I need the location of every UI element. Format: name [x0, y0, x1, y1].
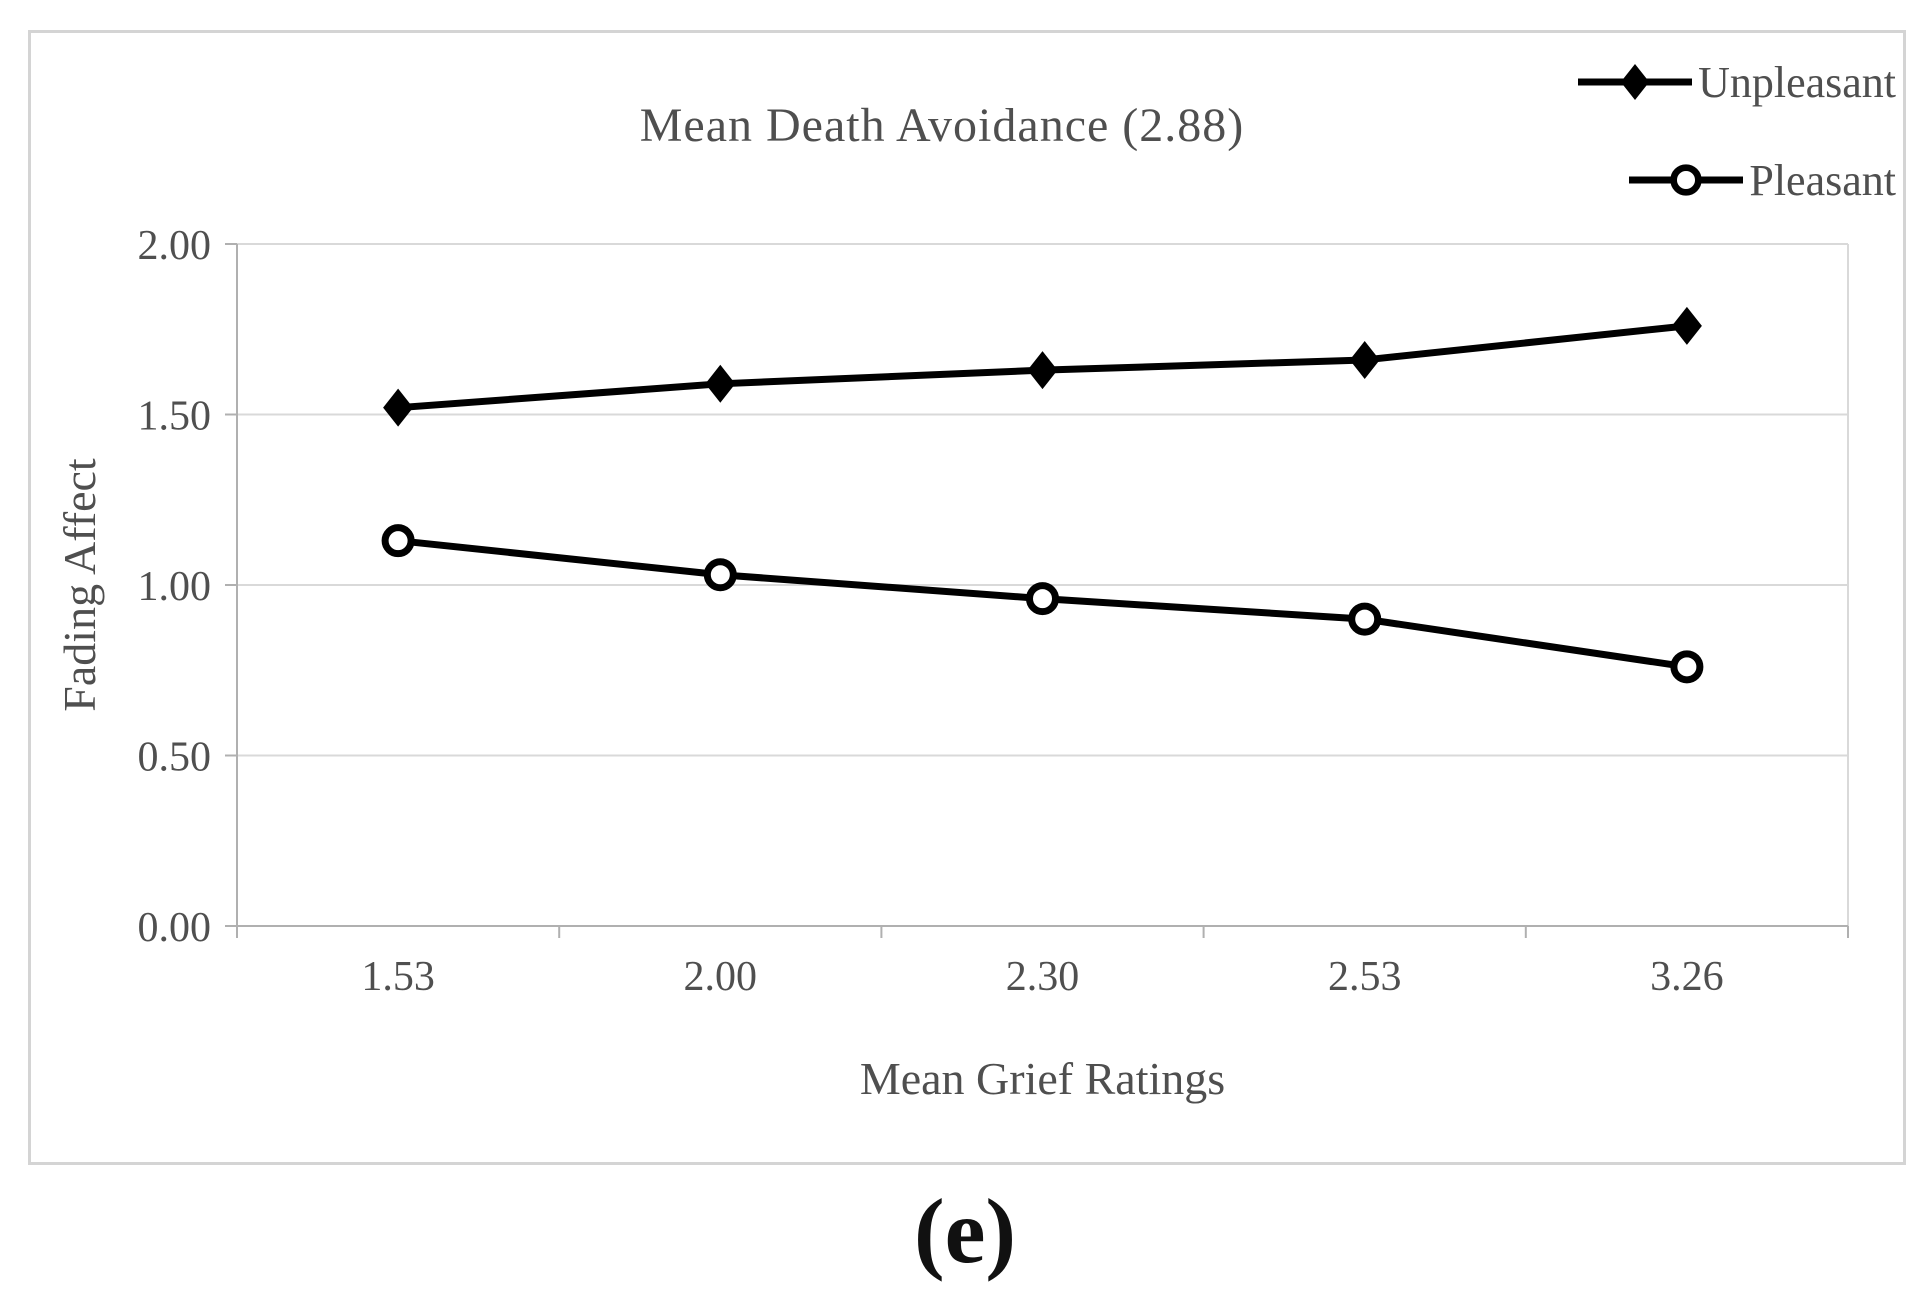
- y-tick-label: 0.00: [138, 905, 212, 951]
- y-tick-label: 0.50: [138, 735, 212, 781]
- x-tick-label: 2.53: [1328, 954, 1402, 1000]
- filled-diamond-marker: [705, 364, 736, 403]
- figure-frame: [28, 30, 1906, 1165]
- filled-diamond-marker: [1027, 351, 1058, 390]
- legend-label-pleasant: Pleasant: [1749, 155, 1896, 205]
- x-tick-label: 2.00: [684, 954, 758, 1000]
- open-circle-marker: [1026, 582, 1059, 616]
- legend-item-unpleasant: Unpleasant: [1576, 47, 1896, 117]
- filled-diamond-marker: [1349, 340, 1380, 379]
- filled-diamond-marker: [1620, 63, 1650, 101]
- figure-caption: (e): [913, 1180, 1017, 1282]
- open-circle-marker: [1348, 602, 1382, 636]
- filled-diamond-marker: [383, 388, 414, 427]
- legend-label-unpleasant: Unpleasant: [1698, 57, 1896, 107]
- open-circle-marker: [381, 524, 415, 558]
- y-axis-title: Fading Affect: [54, 458, 105, 712]
- chart-title: Mean Death Avoidance (2.88): [639, 99, 1245, 152]
- x-axis-title: Mean Grief Ratings: [859, 1053, 1226, 1104]
- x-tick-label: 3.26: [1650, 954, 1724, 1000]
- legend-item-pleasant: Pleasant: [1627, 145, 1896, 215]
- y-tick-label: 1.50: [138, 394, 212, 440]
- open-circle-marker: [1670, 650, 1704, 684]
- open-circle-marker: [1670, 164, 1703, 196]
- open-circle-line-icon: [1629, 164, 1744, 196]
- filled-diamond-line-icon: [1578, 63, 1693, 101]
- open-circle-marker: [703, 558, 737, 592]
- y-tick-label: 1.00: [138, 564, 212, 610]
- y-tick-label: 2.00: [138, 223, 212, 269]
- x-tick-label: 2.30: [1006, 954, 1080, 1000]
- filled-diamond-marker: [1671, 306, 1702, 345]
- x-tick-label: 1.53: [361, 954, 435, 1000]
